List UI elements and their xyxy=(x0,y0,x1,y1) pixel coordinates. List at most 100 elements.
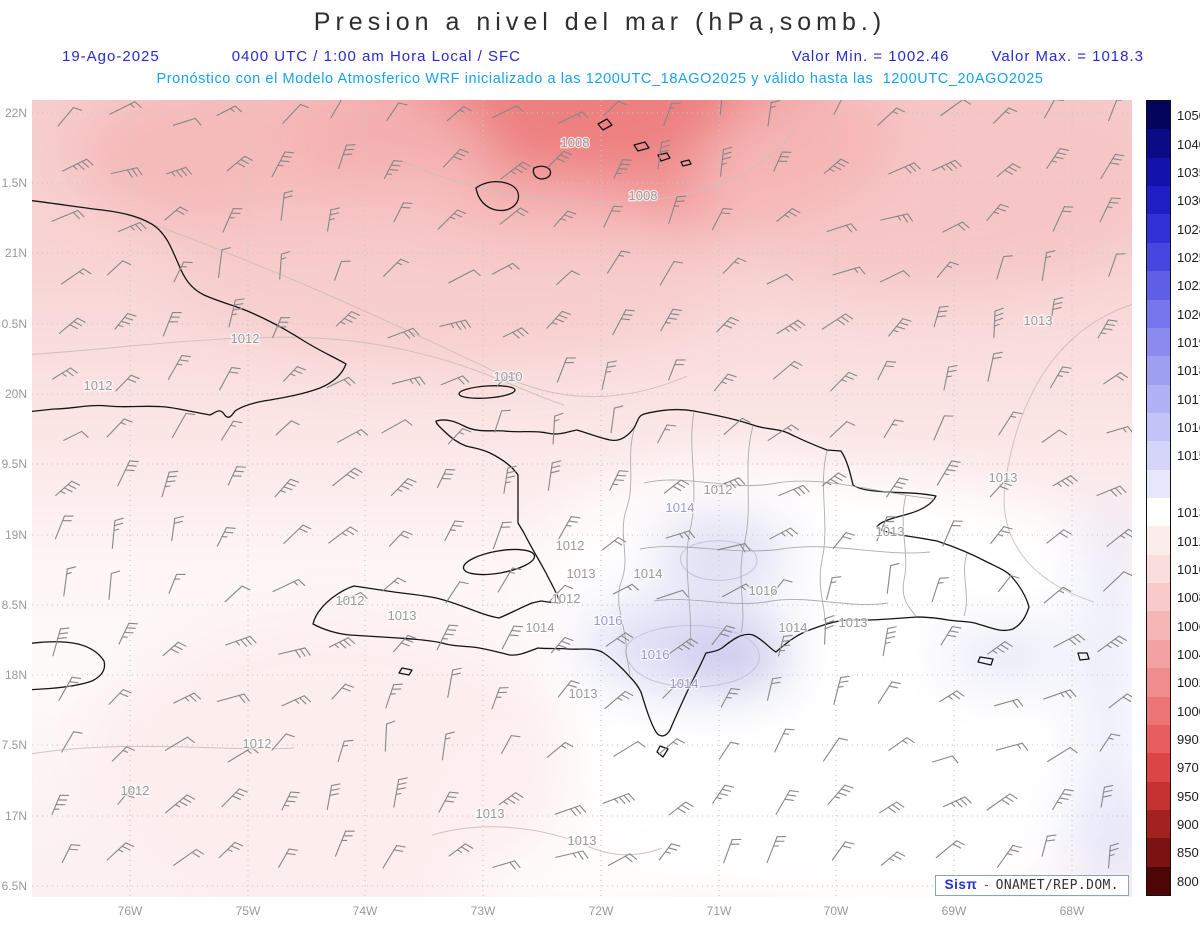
wind-barb xyxy=(393,777,408,808)
wind-barb xyxy=(334,830,355,857)
value-min: Valor Min. = 1002.46 xyxy=(791,48,950,65)
colorbar-segment xyxy=(1147,838,1170,867)
wind-barb xyxy=(989,478,1016,498)
wind-barb xyxy=(1052,475,1078,487)
wind-barb xyxy=(668,195,687,225)
contour-label: 1012 xyxy=(121,783,150,798)
wind-barb xyxy=(1041,250,1056,281)
lat-label: 17N xyxy=(4,809,27,823)
lat-label: 22N xyxy=(4,106,27,120)
wind-barb xyxy=(936,261,959,278)
wind-barb xyxy=(832,532,855,549)
wind-barb xyxy=(612,309,635,336)
wind-barb xyxy=(447,667,462,698)
wind-barb xyxy=(879,801,905,814)
wind-barb xyxy=(282,366,306,382)
colorbar-segment xyxy=(1147,753,1170,782)
wind-barb xyxy=(552,412,564,445)
wind-barb xyxy=(605,632,634,647)
colorbar-tick-label: 800 xyxy=(1177,873,1199,889)
wind-barb xyxy=(446,106,472,122)
wind-barb xyxy=(939,690,965,703)
colorbar-segment xyxy=(1147,668,1170,697)
wind-barb xyxy=(52,627,70,657)
minmax-group: Valor Min. = 1002.46 Valor Max. = 1018.3 xyxy=(792,48,1144,65)
wind-barb xyxy=(882,626,897,657)
wind-barb xyxy=(1097,635,1127,653)
wind-barb xyxy=(393,202,413,223)
wind-barb xyxy=(117,221,147,233)
coast-tortuga xyxy=(458,385,516,399)
wind-barb xyxy=(831,841,855,861)
wind-barb xyxy=(998,575,1020,593)
wind-barb xyxy=(659,261,684,286)
wind-barb xyxy=(393,634,417,653)
wind-barb xyxy=(281,791,300,811)
wind-barb xyxy=(383,258,410,277)
wind-barb xyxy=(1043,586,1072,604)
wind-barb xyxy=(723,417,751,435)
contour-label: 1013 xyxy=(567,566,596,581)
wind-barb xyxy=(663,479,690,494)
wind-barb xyxy=(173,848,205,866)
contour-label: 1012 xyxy=(231,331,260,346)
wind-barb xyxy=(1099,197,1121,223)
wind-barb xyxy=(1108,253,1126,277)
wind-barb xyxy=(228,298,245,328)
wind-barb xyxy=(109,101,142,115)
wind-barb xyxy=(935,840,965,859)
contour-label: 1013 xyxy=(569,686,598,701)
wind-barb xyxy=(821,313,854,330)
lon-label: 75W xyxy=(235,904,261,918)
wind-barb xyxy=(171,412,196,439)
forecast-info-line: 19-Ago-2025 0400 UTC / 1:00 am Hora Loca… xyxy=(62,48,1144,65)
colorbar-labels: 1050 1040 1035 1030 1028 1025 1022 1020 1019 1018… xyxy=(1177,100,1200,896)
wind-barb xyxy=(660,308,682,332)
wind-barb xyxy=(492,521,512,550)
page-title: Presion a nivel del mar (hPa,somb.) xyxy=(313,8,887,36)
wind-barb xyxy=(609,470,629,491)
wind-barb xyxy=(328,526,359,544)
wind-barb xyxy=(824,615,835,645)
longitude-axis: 76W 75W 74W 73W 72W 71W 70W 69W 68W xyxy=(32,897,1132,921)
wind-barb xyxy=(658,738,685,755)
contour-label: 1008 xyxy=(629,188,658,203)
wind-barb xyxy=(494,409,511,433)
wind-barb xyxy=(498,792,524,806)
wind-barb xyxy=(990,526,1013,544)
colorbar-segment xyxy=(1147,101,1170,130)
wind-barb xyxy=(217,247,231,278)
wind-barb xyxy=(436,624,459,651)
wind-barb xyxy=(385,683,403,709)
wind-barb xyxy=(219,367,241,391)
wind-barb xyxy=(558,111,589,124)
wind-barb xyxy=(987,641,1013,655)
lat-label: 7.5N xyxy=(1,738,27,752)
lon-label: 76W xyxy=(117,904,143,918)
wind-barb xyxy=(821,472,847,487)
colorbar-segment xyxy=(1147,356,1170,385)
wind-barb xyxy=(613,159,632,179)
colorbar-tick-label: 1028 xyxy=(1177,221,1200,237)
wind-barb xyxy=(282,103,310,124)
wind-barb xyxy=(51,794,70,815)
wind-barb xyxy=(224,585,251,603)
wind-barb xyxy=(942,796,972,808)
wind-barb xyxy=(173,692,202,704)
wind-barb xyxy=(436,468,456,489)
credit-separator: - xyxy=(984,877,989,892)
contour-label: 1016 xyxy=(641,647,670,662)
wind-barb xyxy=(172,117,202,126)
wind-barb xyxy=(52,367,79,380)
wind-barb xyxy=(1107,842,1120,869)
wind-barb xyxy=(58,317,86,335)
wind-barb xyxy=(998,411,1023,436)
wind-barb xyxy=(777,634,793,657)
wind-barb xyxy=(338,591,368,604)
forecast-time: 0400 UTC / 1:00 am Hora Local / SFC xyxy=(231,48,522,65)
wind-barb xyxy=(833,675,850,705)
wind-barb xyxy=(1103,571,1132,592)
wind-barb xyxy=(606,250,631,274)
colorbar-tick-label: 850 xyxy=(1177,845,1199,861)
wind-barb xyxy=(665,530,696,540)
